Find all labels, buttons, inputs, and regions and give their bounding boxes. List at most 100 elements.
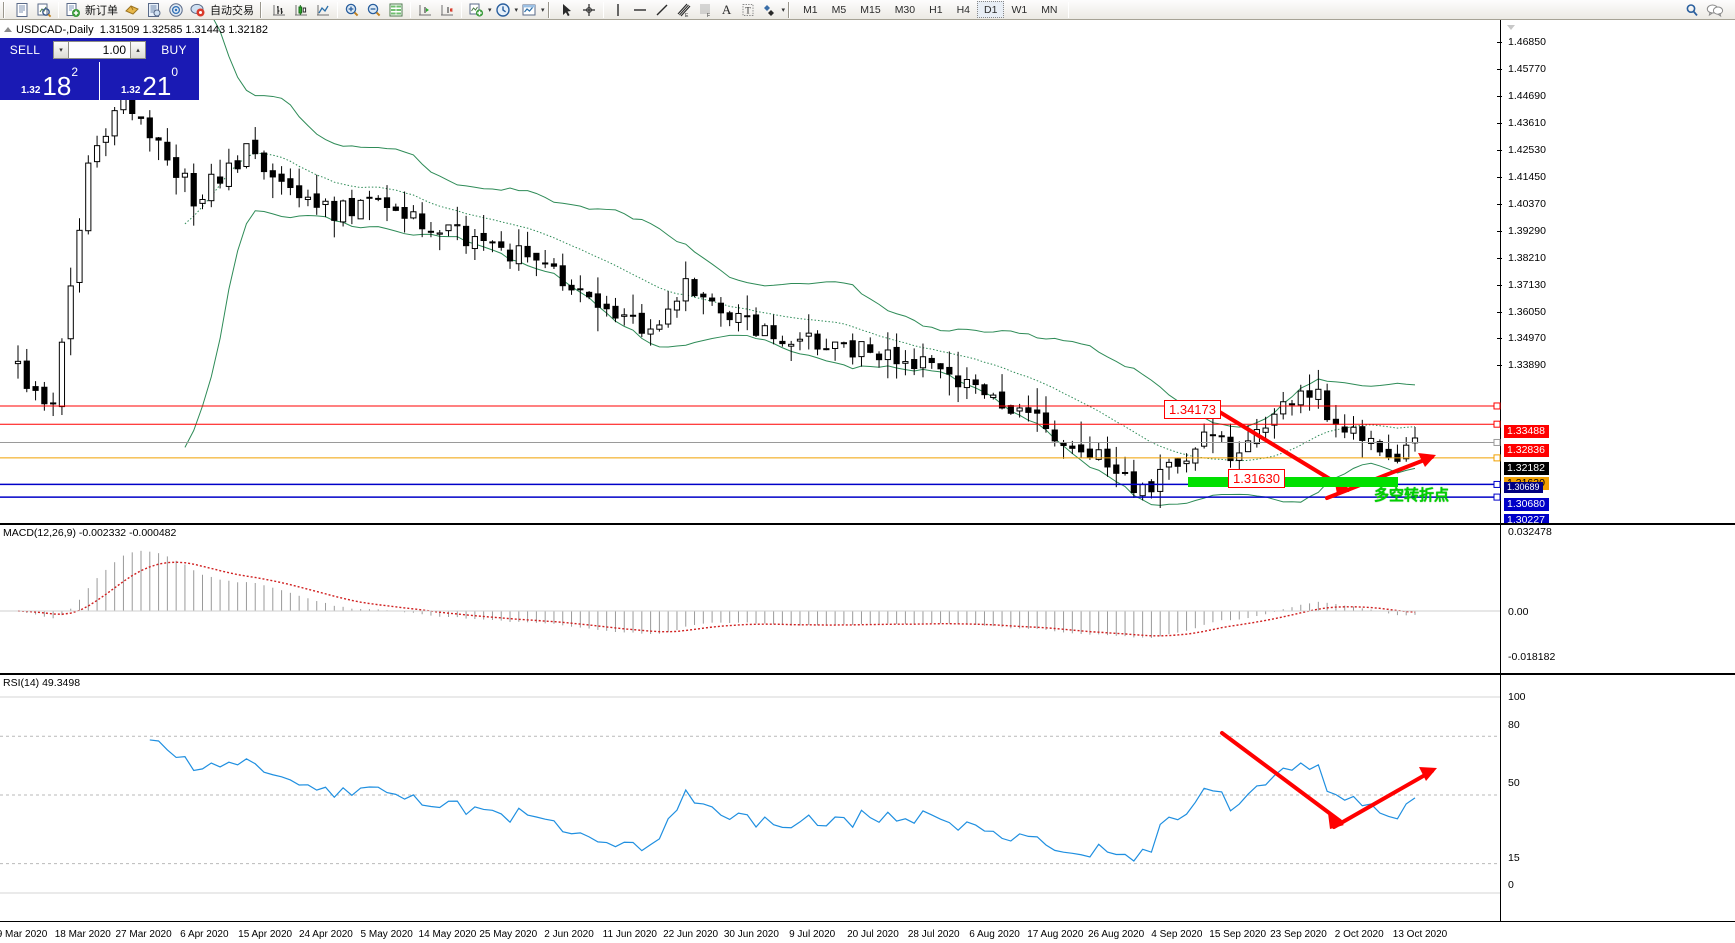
swing-low-callout[interactable]: 1.31630 — [1228, 469, 1285, 488]
rsi-axis-line — [1500, 675, 1501, 943]
turning-point-note[interactable]: 多空转折点 — [1374, 487, 1450, 504]
date-tick-label: 15 Apr 2020 — [238, 929, 293, 940]
templates-icon[interactable] — [518, 1, 540, 19]
timeframe-m5[interactable]: M5 — [831, 3, 847, 16]
toolbar-grip[interactable] — [2, 1, 9, 18]
collapse-triangle-icon[interactable] — [4, 27, 12, 32]
date-tick-label: 23 Sep 2020 — [1270, 929, 1327, 940]
horizontal-line-icon[interactable] — [629, 1, 651, 19]
main-toolbar: 新订单 自动交易 ▾ ▾ — [0, 0, 1735, 20]
toolbar-grip-2[interactable] — [259, 1, 266, 18]
price-tag-resistance-2[interactable]: 1.32836 — [1504, 444, 1549, 457]
timeframe-d1[interactable]: D1 — [977, 1, 1005, 18]
auto-scroll-icon[interactable] — [436, 1, 458, 19]
timeframe-h4[interactable]: H4 — [956, 3, 970, 16]
pane-separator-2[interactable] — [0, 673, 1735, 675]
pane-separator-1[interactable] — [0, 523, 1735, 525]
fibonacci-icon[interactable]: F — [695, 1, 717, 19]
periods-icon[interactable] — [492, 1, 514, 19]
rsi-plot[interactable] — [0, 675, 1735, 943]
price-tick-mark — [1497, 203, 1502, 205]
price-tick-mark — [1497, 284, 1502, 286]
templates-dropdown-arrow[interactable]: ▾ — [541, 6, 545, 14]
indicators-icon[interactable] — [465, 1, 487, 19]
price-plot[interactable] — [0, 20, 1735, 523]
timeframe-m1[interactable]: M1 — [803, 3, 818, 16]
new-chart-icon[interactable] — [11, 1, 33, 19]
price-tick-143610: 1.43610 — [1508, 116, 1546, 129]
volume-input[interactable]: 1.00 — [69, 41, 130, 59]
new-order-button[interactable] — [62, 1, 84, 19]
periods-dropdown-arrow[interactable]: ▾ — [514, 6, 519, 14]
date-tick-label: 14 May 2020 — [418, 929, 477, 940]
macd-plot[interactable] — [0, 525, 1735, 673]
swing-high-callout[interactable]: 1.34173 — [1164, 400, 1221, 419]
vertical-line-icon[interactable] — [607, 1, 629, 19]
price-tag-support-3[interactable]: 1.30689 — [1504, 482, 1543, 493]
data-grid-icon[interactable] — [385, 1, 407, 19]
data-window-icon[interactable] — [143, 1, 165, 19]
sell-price-display[interactable]: 1.32 18 2 — [0, 62, 99, 100]
date-tick-label: 24 Apr 2020 — [298, 929, 353, 940]
auto-trading-icon[interactable] — [187, 1, 209, 19]
price-tick-mark — [1497, 95, 1502, 97]
signals-icon[interactable] — [165, 1, 187, 19]
trendline-icon[interactable] — [651, 1, 673, 19]
auto-trading-label[interactable]: 自动交易 — [210, 4, 254, 17]
toolbar-separator-5 — [602, 1, 604, 18]
sell-button[interactable]: SELL — [0, 38, 50, 62]
macd-pane[interactable]: MACD(12,26,9) -0.002332 -0.000482 0.0324… — [0, 525, 1735, 673]
text-label-icon[interactable]: T — [737, 1, 759, 19]
buy-button[interactable]: BUY — [149, 38, 199, 62]
shapes-icon[interactable] — [759, 1, 781, 19]
candlestick-chart-icon[interactable] — [290, 1, 312, 19]
price-tick-145770: 1.45770 — [1508, 62, 1546, 75]
equidistant-channel-icon[interactable]: E — [673, 1, 695, 19]
expert-advisors-icon[interactable] — [121, 1, 143, 19]
date-tick-label: 6 Aug 2020 — [969, 929, 1020, 940]
price-tick-142530: 1.42530 — [1508, 143, 1546, 156]
date-tick-label: 27 Mar 2020 — [115, 929, 172, 940]
toolbar-grip-4[interactable] — [787, 1, 795, 18]
price-tick-146850: 1.46850 — [1508, 36, 1546, 48]
bar-chart-icon[interactable] — [268, 1, 290, 19]
price-tick-139290: 1.39290 — [1508, 224, 1546, 237]
date-tick-label: 5 May 2020 — [360, 929, 413, 940]
timeframe-m30[interactable]: M30 — [894, 3, 916, 16]
timeframe-m15[interactable]: M15 — [860, 3, 881, 16]
chart-shift-icon[interactable] — [414, 1, 436, 19]
volume-dropdown-button[interactable]: ▾ — [53, 41, 69, 59]
price-pane[interactable]: 1.33488 1.32836 1.32182 1.31630 1.30680 … — [0, 20, 1735, 527]
toolbar-separator-3 — [410, 1, 411, 18]
date-tick-label: 9 Jul 2020 — [789, 929, 836, 940]
indicators-dropdown-arrow[interactable]: ▾ — [488, 6, 492, 14]
timeframe-w1[interactable]: W1 — [1011, 3, 1028, 16]
toolbar-grip-3[interactable] — [546, 1, 554, 18]
price-tag-resistance-1[interactable]: 1.33488 — [1504, 425, 1549, 438]
search-icon[interactable] — [1681, 1, 1703, 19]
chart-area[interactable]: 1.33488 1.32836 1.32182 1.31630 1.30680 … — [0, 20, 1735, 943]
chart-search-icon[interactable] — [33, 1, 55, 19]
price-tick-136050: 1.36050 — [1508, 305, 1546, 318]
new-order-label[interactable]: 新订单 — [85, 4, 118, 17]
date-axis[interactable]: 9 Mar 2020 18 Mar 2020 27 Mar 2020 6 Apr 20… — [0, 921, 1735, 943]
text-icon[interactable]: A — [721, 1, 732, 17]
zoom-out-icon[interactable] — [363, 1, 385, 19]
chat-icon[interactable] — [1703, 1, 1727, 19]
timeframe-h1[interactable]: H1 — [929, 3, 943, 16]
zoom-in-icon[interactable] — [341, 1, 363, 19]
price-tick-mark — [1497, 311, 1502, 313]
buy-price-display[interactable]: 1.32 21 0 — [100, 62, 199, 100]
cursor-icon[interactable] — [556, 1, 578, 19]
crosshair-icon[interactable] — [578, 1, 600, 19]
price-tag-last[interactable]: 1.32182 — [1504, 462, 1549, 475]
timeframe-mn[interactable]: MN — [1041, 3, 1058, 16]
scroll-right-arrow-icon[interactable] — [1504, 22, 1518, 36]
price-tag-support-2[interactable]: 1.30680 — [1504, 498, 1549, 511]
support-zone-rect[interactable] — [1188, 477, 1398, 487]
rsi-pane[interactable]: RSI(14) 49.3498 100 80 50 15 0 — [0, 675, 1735, 943]
volume-stepper-up[interactable]: ▴ — [130, 41, 146, 59]
line-chart-icon[interactable] — [312, 1, 334, 19]
shapes-dropdown-arrow[interactable]: ▾ — [781, 6, 786, 14]
price-tick-137130: 1.37130 — [1508, 278, 1546, 291]
